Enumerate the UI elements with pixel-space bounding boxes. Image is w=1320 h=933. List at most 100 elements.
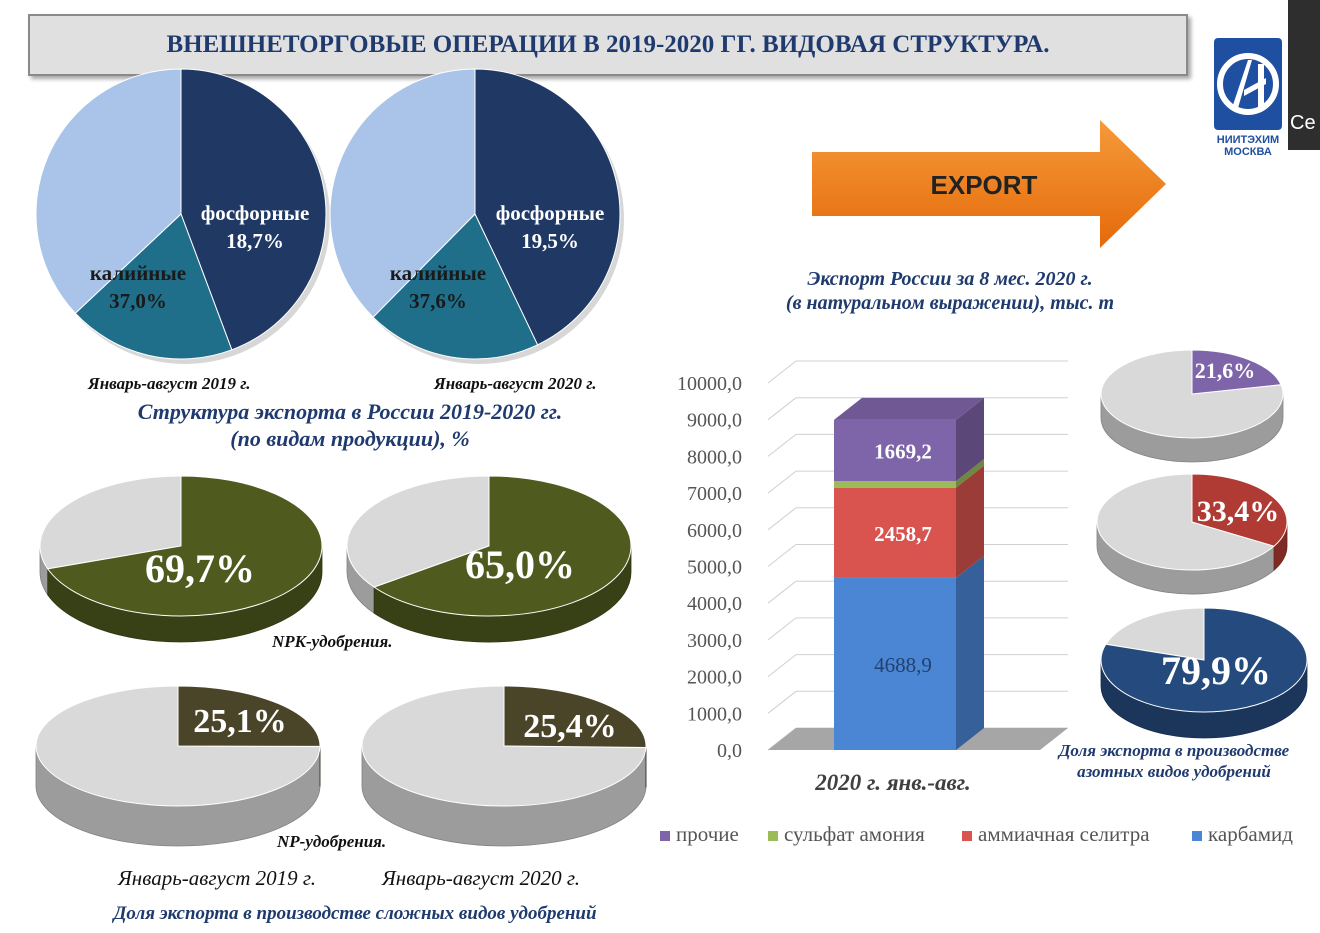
pie-value-label: 25,1% xyxy=(193,703,287,740)
period-2020-bottom: Январь-август 2020 г. xyxy=(382,866,581,890)
y-tick-label: 3000,0 xyxy=(687,630,742,652)
pie-value-label: 25,4% xyxy=(523,708,617,745)
period-2019-top: Январь-август 2019 г. xyxy=(88,374,251,393)
page-title: ВНЕШНЕТОРГОВЫЕ ОПЕРАЦИИ В 2019-2020 ГГ. … xyxy=(166,31,1050,58)
slice-name-label: фосфорные xyxy=(201,201,310,225)
y-tick-label: 7000,0 xyxy=(687,483,742,505)
right-caption-line2: (в натуральном выражении), тыс. т xyxy=(785,292,1115,314)
logo-text-line2: МОСКВА xyxy=(1224,146,1272,158)
legend-label: сульфат амония xyxy=(784,822,925,846)
legend-item: аммиачная селитра xyxy=(962,822,1150,847)
npk-pie-2019: 69,7% xyxy=(39,475,323,643)
right-caption: Экспорт России за 8 мес. 2020 г. (в нату… xyxy=(730,267,1170,315)
pie-slice xyxy=(180,68,327,351)
nitrogen-caption: Доля экспорта в производстве азотных вид… xyxy=(1024,740,1320,782)
y-tick-label: 4000,0 xyxy=(687,593,742,615)
bar-segment: 2458,7 xyxy=(834,465,984,578)
pie-slice xyxy=(35,68,182,314)
pie-slice-highlight xyxy=(46,475,323,617)
npk-label: NPK-удобрения. xyxy=(272,632,393,651)
pie-value-label: 65,0% xyxy=(465,542,575,587)
slice-value-label: 37,0% xyxy=(109,289,167,313)
nitrogen-pie-2: 33,4% xyxy=(1096,473,1288,595)
pie-slice-rest xyxy=(1096,473,1276,571)
pie-slice xyxy=(474,68,621,346)
pie-slice-highlight xyxy=(1191,349,1282,395)
period-2019-bottom: Январь-август 2019 г. xyxy=(118,866,317,890)
niitekhim-logo-icon xyxy=(1214,38,1282,130)
y-tick-label: 1000,0 xyxy=(687,703,742,725)
x-category-label: 2020 г. янв.-авг. xyxy=(814,770,970,795)
slice-value-label: 18,7% xyxy=(226,229,284,253)
pie-slice xyxy=(329,68,476,318)
nitrogen-caption-line1: Доля экспорта в производстве xyxy=(1058,741,1290,760)
overlay-label: Се xyxy=(1290,112,1316,134)
bar-segment: 1669,2 xyxy=(834,397,984,482)
right-caption-line1: Экспорт России за 8 мес. 2020 г. xyxy=(807,268,1093,290)
pie-slice-highlight xyxy=(1100,607,1308,713)
pie-slice-highlight xyxy=(503,685,647,749)
slice-value-label: 37,6% xyxy=(409,289,467,313)
bar-segment: 4688,9 xyxy=(834,555,984,750)
y-tick-label: 6000,0 xyxy=(687,520,742,542)
pie-slice xyxy=(74,213,233,360)
np-label: NP-удобрения. xyxy=(277,832,387,851)
pie-slice xyxy=(372,213,539,360)
legend-label: аммиачная селитра xyxy=(978,822,1150,846)
export-arrow: EXPORT xyxy=(812,120,1166,248)
np-pie-2020: 25,4% xyxy=(361,685,647,847)
legend-label: прочие xyxy=(676,822,739,846)
slice-name-label: калийные xyxy=(90,261,186,285)
nitrogen-pie-3: 79,9% xyxy=(1100,607,1308,739)
legend-swatch xyxy=(1192,831,1202,842)
np-pie-2019: 25,1% xyxy=(35,685,321,847)
legend-swatch xyxy=(962,831,972,842)
structure-caption-line1: Структура экспорта в России 2019-2020 гг… xyxy=(137,399,563,424)
bar-data-label: 1669,2 xyxy=(874,439,932,463)
pie-value-label: 69,7% xyxy=(145,546,255,591)
bar-segment xyxy=(834,459,984,488)
legend-swatch xyxy=(768,831,778,842)
legend-label: карбамид xyxy=(1208,822,1293,846)
y-tick-label: 10000,0 xyxy=(677,373,742,395)
pie-slice-rest xyxy=(35,685,321,807)
legend-item: карбамид xyxy=(1192,822,1293,847)
pie-value-label: 21,6% xyxy=(1195,358,1256,383)
nitrogen-pie-1: 21,6% xyxy=(1100,349,1284,463)
legend-item: прочие xyxy=(660,822,739,847)
bar-data-label: 2458,7 xyxy=(874,522,932,546)
pie-slice-highlight xyxy=(1191,473,1288,547)
structure-caption: Структура экспорта в России 2019-2020 гг… xyxy=(90,398,610,452)
y-tick-label: 5000,0 xyxy=(687,557,742,579)
structure-caption-line2: (по видам продукции), % xyxy=(230,426,470,451)
video-overlay-strip xyxy=(1288,0,1320,150)
slice-name-label: калийные xyxy=(390,261,486,285)
pie-slice-rest xyxy=(1105,607,1205,661)
legend-swatch xyxy=(660,831,670,842)
logo: НИИТЭХИМ МОСКВА xyxy=(1206,38,1290,158)
slice-value-label: 19,5% xyxy=(521,229,579,253)
pie-slice-highlight xyxy=(177,685,321,747)
pie-value-label: 79,9% xyxy=(1161,648,1271,693)
pie-slice-rest xyxy=(346,475,490,588)
npk-pie-2020: 65,0% xyxy=(346,475,632,643)
slice-name-label: фосфорные xyxy=(496,201,605,225)
pie-slice-rest xyxy=(39,475,182,570)
export-label: EXPORT xyxy=(931,170,1038,200)
y-tick-label: 0,0 xyxy=(717,740,742,762)
legend-item: сульфат амония xyxy=(768,822,925,847)
period-2020-top: Январь-август 2020 г. xyxy=(434,374,597,393)
logo-text-line1: НИИТЭХИМ xyxy=(1216,134,1280,146)
nitrogen-caption-line2: азотных видов удобрений xyxy=(1077,762,1271,781)
bar-data-label: 4688,9 xyxy=(874,653,932,677)
y-tick-label: 9000,0 xyxy=(687,410,742,432)
title-box: ВНЕШНЕТОРГОВЫЕ ОПЕРАЦИИ В 2019-2020 ГГ. … xyxy=(28,14,1188,76)
pie-slice-highlight xyxy=(373,475,632,617)
pie-value-label: 33,4% xyxy=(1197,495,1280,528)
y-tick-label: 8000,0 xyxy=(687,446,742,468)
complex-caption: Доля экспорта в производстве сложных вид… xyxy=(113,903,597,924)
